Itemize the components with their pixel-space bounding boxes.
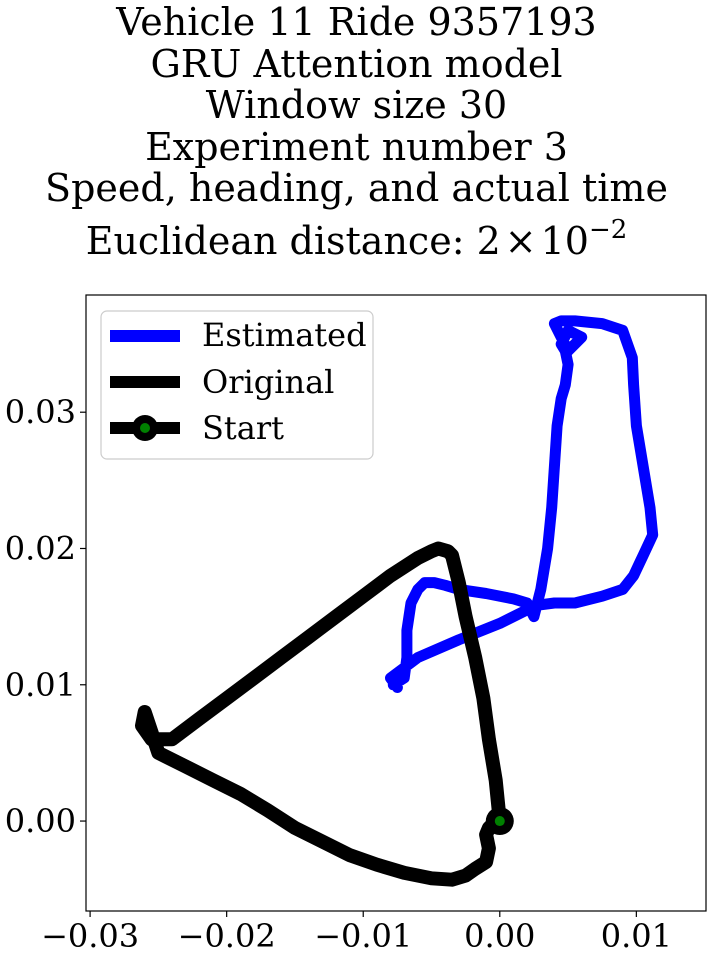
distance-prefix: Euclidean distance: 2: [85, 218, 501, 263]
legend: Estimated Original Start: [100, 310, 374, 460]
start-marker-inner: [494, 816, 505, 827]
legend-start-label: Start: [202, 409, 284, 447]
title-line-4: Experiment number 3: [145, 124, 568, 169]
legend-start-marker-inner: [140, 423, 150, 433]
title-line-1: Vehicle 11 Ride 9357193: [116, 0, 597, 44]
title-line-distance: Euclidean distance: 2 × 10−2: [0, 210, 713, 263]
y-tick-label: 0.02: [5, 529, 76, 567]
series-line-estimated: [385, 315, 659, 693]
x-tick-label: −0.02: [178, 917, 276, 955]
ticks-layer: −0.03 −0.02 −0.01 0.00 0.01 0.00 0.01 0.02 0.03: [5, 393, 672, 955]
title-line-3: Window size 30: [205, 83, 508, 127]
title-line-5: Speed, heading, and actual time: [45, 166, 668, 210]
distance-exponent: −2: [588, 214, 628, 245]
y-tick-label: 0.00: [5, 802, 76, 840]
legend-estimated-label: Estimated: [202, 316, 367, 354]
title-line-2: GRU Attention model: [150, 41, 563, 86]
series-layer: [135, 315, 659, 887]
legend-original-label: Original: [202, 363, 334, 401]
chart-title: Vehicle 11 Ride 9357193 GRU Attention mo…: [0, 0, 713, 263]
plot-frame: [85, 294, 707, 912]
x-tick-label: 0.01: [601, 917, 672, 955]
series-line-original: [135, 541, 507, 887]
x-tick-label: 0.00: [464, 917, 535, 955]
distance-times: ×: [504, 218, 537, 263]
x-tick-label: −0.01: [314, 917, 412, 955]
y-tick-label: 0.03: [5, 393, 76, 431]
y-tick-label: 0.01: [5, 666, 76, 704]
distance-base: 10: [540, 218, 589, 263]
x-tick-label: −0.03: [41, 917, 139, 955]
